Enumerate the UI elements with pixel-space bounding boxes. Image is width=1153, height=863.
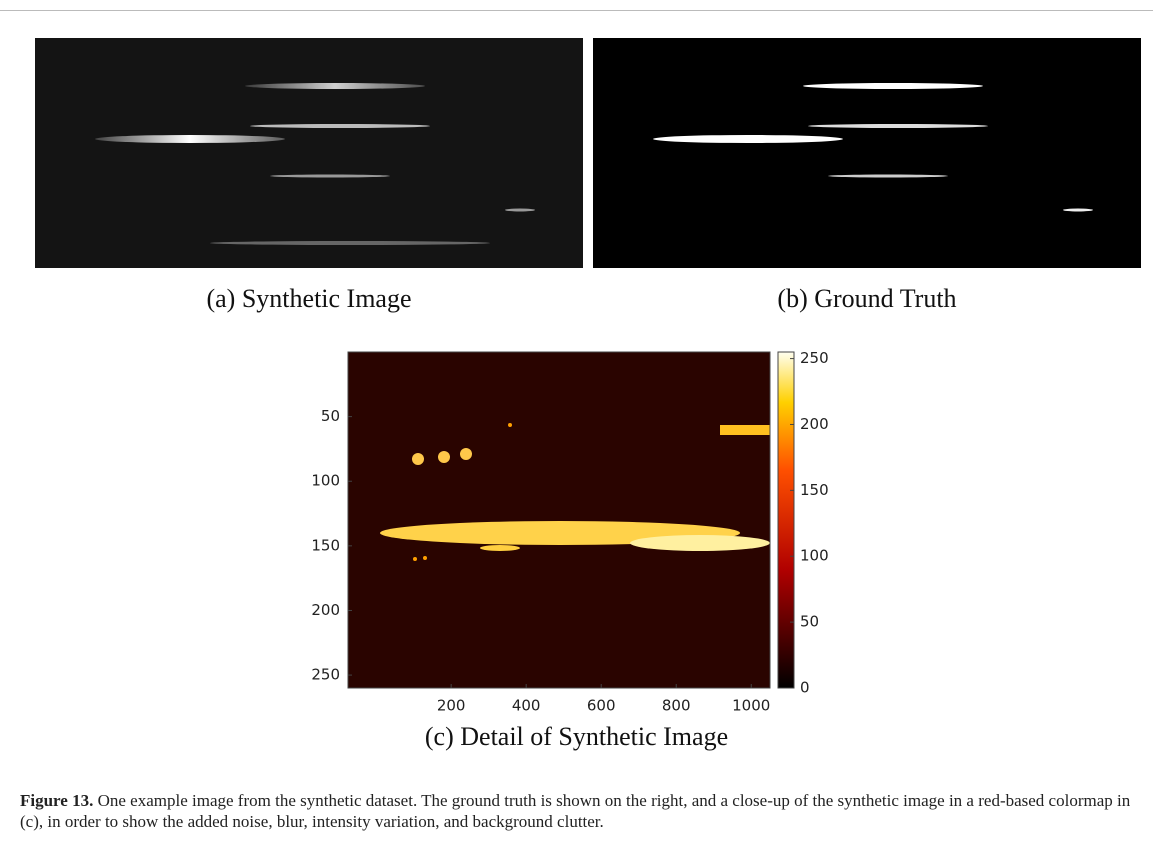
caption-text: One example image from the synthetic dat… bbox=[20, 791, 1131, 831]
colorbar-tick-label: 0 bbox=[800, 679, 810, 697]
subcaption: (c) Detail of Synthetic Image bbox=[424, 722, 729, 751]
y-tick-label: 200 bbox=[311, 601, 340, 619]
x-tick-label: 200 bbox=[437, 697, 466, 715]
colorbar-tick-label: 100 bbox=[800, 547, 829, 565]
subcaption: (a) Synthetic Image bbox=[206, 284, 412, 313]
image-a bbox=[35, 38, 583, 268]
y-tick-label: 100 bbox=[311, 472, 340, 490]
y-tick-label: 250 bbox=[311, 666, 340, 684]
x-tick-label: 600 bbox=[587, 697, 616, 715]
image-b bbox=[593, 38, 1141, 268]
x-tick-label: 800 bbox=[662, 697, 691, 715]
colorbar-tick-label: 150 bbox=[800, 481, 829, 499]
colorbar bbox=[777, 351, 795, 689]
x-tick-label: 400 bbox=[512, 697, 541, 715]
figure-caption: Figure 13. One example image from the sy… bbox=[20, 790, 1140, 832]
colorbar-tick-label: 250 bbox=[800, 349, 829, 367]
caption-label: Figure 13. bbox=[20, 791, 94, 810]
x-tick-label: 1000 bbox=[732, 697, 770, 715]
rule bbox=[0, 10, 1153, 11]
figure: 200 400 600 800 1000 50 100 150 200 250 0 50 100 150 2… bbox=[35, 38, 1141, 715]
subcaption: (b) Ground Truth bbox=[777, 284, 957, 313]
y-tick-label: 150 bbox=[311, 536, 340, 554]
colorbar-tick-label: 200 bbox=[800, 415, 829, 433]
y-tick-label: 50 bbox=[321, 407, 340, 425]
heatmap bbox=[347, 351, 771, 689]
colorbar-tick-label: 50 bbox=[800, 613, 819, 631]
axes: 200 400 600 800 1000 50 100 150 200 250 0 50 100 150 2… bbox=[311, 349, 828, 714]
